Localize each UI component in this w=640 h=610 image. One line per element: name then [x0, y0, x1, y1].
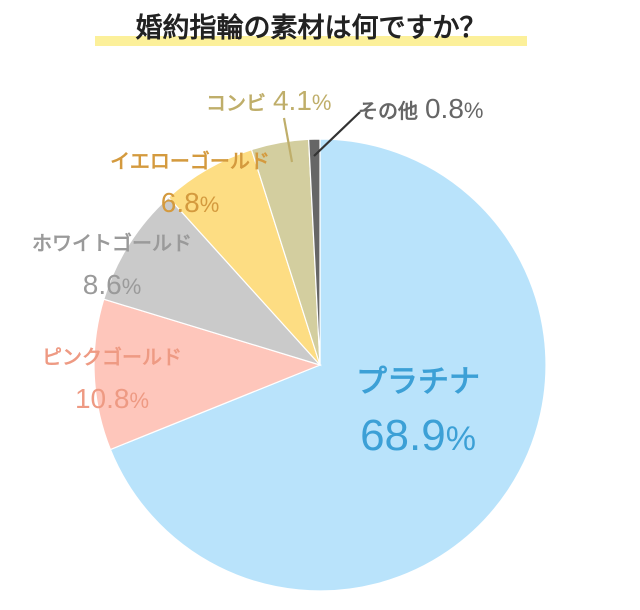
- slice-value-number-1: 68.9: [360, 411, 446, 460]
- pie-slices: [93, 138, 547, 592]
- slice-unit-5: %: [312, 90, 332, 115]
- slice-label-5: コンビ 4.1%: [206, 85, 331, 116]
- slice-unit-3: %: [122, 274, 142, 299]
- slice-name-6: その他: [358, 99, 425, 123]
- pie-slice-6: [308, 138, 321, 366]
- leader-line-5: [282, 117, 294, 163]
- slice-name-5: コンビ: [206, 91, 273, 115]
- slice-name-3: ホワイトゴールド: [32, 231, 192, 255]
- slice-name-4: イエローゴールド: [110, 149, 270, 173]
- slice-name-1: プラチナ: [356, 364, 480, 400]
- slice-value-number-3: 8.6: [83, 269, 122, 300]
- slice-value-6: 0.8: [425, 93, 464, 124]
- slice-unit-6: %: [464, 98, 484, 123]
- slice-value-5: 4.1: [273, 85, 312, 116]
- title-highlight: [95, 36, 527, 46]
- slice-value-2: 10.8%: [75, 383, 149, 414]
- slice-unit-2: %: [129, 388, 149, 413]
- slice-value-4: 6.8%: [161, 187, 220, 218]
- pie-slice-3: [103, 196, 322, 367]
- leader-line-6: [313, 111, 361, 157]
- pie-slice-1: [109, 138, 547, 592]
- slice-value-number-2: 10.8: [75, 383, 130, 414]
- slice-value-number-4: 6.8: [161, 187, 200, 218]
- slice-unit-4: %: [200, 192, 220, 217]
- slice-name-2: ピンクゴールド: [42, 345, 182, 369]
- slice-value-1: 68.9%: [360, 411, 476, 460]
- chart-title: 婚約指輪の素材は何ですか？: [136, 12, 487, 44]
- pie-labels: プラチナ 68.9% ピンクゴールド 10.8% ホワイトゴールド 8.6% イエローゴール…: [32, 85, 483, 460]
- slice-value-3: 8.6%: [83, 269, 142, 300]
- slice-label-6: その他 0.8%: [358, 93, 483, 124]
- pie-slice-2: [93, 298, 322, 451]
- slice-unit-1: %: [446, 420, 476, 458]
